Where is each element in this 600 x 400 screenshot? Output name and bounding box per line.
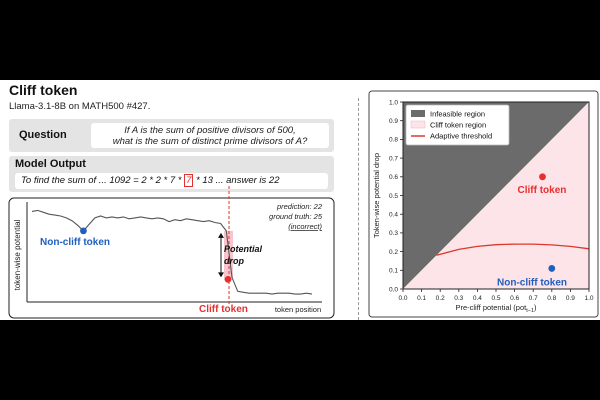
legend-label: Adaptive threshold [430, 132, 492, 141]
drop-label-line-2: drop [224, 256, 244, 266]
model-output-prefix: To find the sum of ... 1092 = 2 * 2 * 7 … [21, 175, 182, 186]
x-tick-label: 0.6 [510, 295, 519, 302]
figure-panel: Cliff token Llama-3.1-8B on MATH500 #427… [0, 80, 600, 320]
potential-plot: token-wise potential token position Non-cl… [8, 186, 335, 319]
chart-x-label: Pre-cliff potential (pott−1) [455, 303, 537, 314]
y-tick-label: 0.5 [389, 193, 398, 200]
chart-x-label-end: ) [534, 303, 537, 312]
chart-legend [405, 104, 510, 146]
model-output-suffix: * 13 ... answer is 22 [196, 175, 280, 186]
x-tick-label: 1.0 [584, 295, 593, 302]
cliff-token-highlight: 7 [184, 174, 194, 187]
x-tick-label: 0.9 [566, 295, 575, 302]
potential-drop-band [224, 230, 233, 280]
model-output-box: Model Output To find the sum of ... 1092… [9, 156, 334, 192]
legend-swatch [410, 120, 426, 129]
cliff-region-chart: 0.00.0 0.1 0.1 0.2 0.2 0.3 0.3 0.4 0.4 0.5 0.5 0.6 0… [368, 90, 599, 318]
figure-title: Cliff token [9, 82, 78, 98]
model-output-label: Model Output [15, 158, 86, 170]
plot-frame [8, 197, 335, 319]
y-tick-label: 0.8 [389, 137, 398, 144]
ground-truth-text: ground truth: 25 [269, 212, 323, 221]
y-tick-label: 0.9 [389, 118, 398, 125]
x-tick-label: 0.2 [436, 295, 445, 302]
y-tick-label: 0.0 [389, 286, 398, 293]
chart-y-label: Token-wise potential drop [372, 153, 381, 238]
cliff-token-point [539, 173, 546, 181]
cliff-label: Cliff token [199, 304, 248, 315]
non-cliff-point [80, 227, 87, 235]
cliff-token-region [403, 102, 589, 289]
legend-swatch [411, 110, 425, 117]
legend-label: Infeasible region [430, 110, 485, 119]
question-label: Question [19, 129, 67, 141]
y-tick-label: 0.2 [389, 249, 398, 256]
model-output-text: To find the sum of ... 1092 = 2 * 2 * 7 … [21, 174, 280, 187]
x-tick-label: 0.1 [417, 295, 426, 302]
verdict-text: (incorrect) [288, 222, 322, 231]
y-tick-label: 0.7 [389, 155, 398, 162]
question-line-2: what is the sum of distinct prime diviso… [112, 136, 308, 147]
non-cliff-token-point [548, 265, 556, 272]
y-tick-label: 0.3 [389, 230, 398, 237]
x-tick-label: 0.8 [547, 295, 556, 302]
cliff-token-point-label: Cliff token [518, 185, 567, 196]
figure-subtitle: Llama-3.1-8B on MATH500 #427. [9, 101, 151, 112]
y-tick-label: 1.0 [389, 99, 398, 106]
x-tick-label: 0.4 [473, 295, 482, 302]
chart-x-label-main: Pre-cliff potential (pot [455, 303, 527, 312]
potential-line [31, 209, 313, 295]
model-output-text-box: To find the sum of ... 1092 = 2 * 2 * 7 … [15, 173, 328, 189]
prediction-text: prediction: 22 [276, 202, 323, 211]
question-line-1: If A is the sum of positive divisors of … [124, 125, 296, 136]
x-tick-label: 0.3 [454, 295, 463, 302]
y-tick-label: 0.4 [389, 212, 398, 219]
plot-x-label: token position [275, 305, 321, 314]
legend-label: Cliff token region [430, 121, 486, 130]
question-box: Question If A is the sum of positive div… [9, 119, 334, 152]
x-tick-label: 0.7 [529, 295, 538, 302]
adaptive-threshold-curve [436, 243, 590, 256]
cliff-point [224, 276, 232, 283]
chart-x-label-sub: t−1 [526, 308, 534, 314]
drop-arrow-head-bottom [218, 272, 224, 278]
non-cliff-label: Non-cliff token [40, 237, 110, 248]
y-tick-label: 0.6 [389, 174, 398, 181]
x-tick-label: 0.5 [491, 295, 500, 302]
non-cliff-token-point-label: Non-cliff token [497, 277, 567, 288]
drop-label-line-1: Potential [224, 244, 263, 254]
y-tick-label: 0.1 [389, 268, 398, 275]
panel-divider [358, 98, 359, 320]
plot-y-label: token-wise potential [13, 219, 22, 290]
x-tick-label: 0.0 [398, 295, 407, 302]
question-text-box: If A is the sum of positive divisors of … [91, 123, 329, 148]
drop-arrow-head-top [218, 232, 224, 238]
